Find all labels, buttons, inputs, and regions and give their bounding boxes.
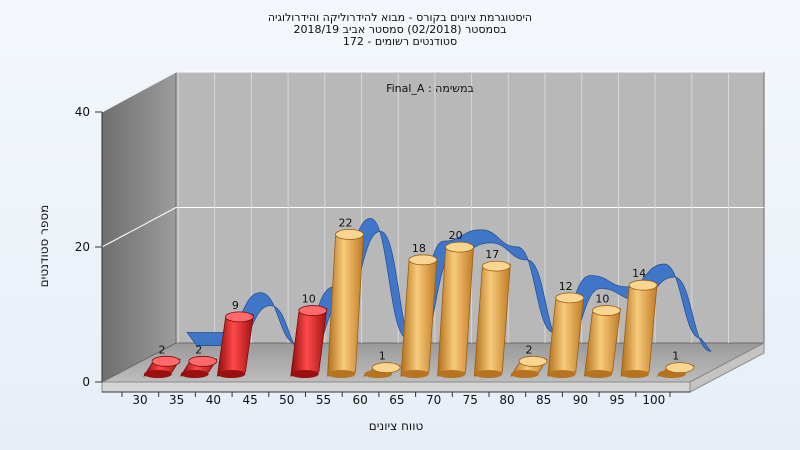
bar-value-label: 10 [302,293,316,306]
bar-30 [143,355,181,378]
x-tick-label: 80 [499,393,514,407]
bar-value-label: 22 [339,216,353,229]
bar-60 [362,362,402,378]
bar-80 [510,355,548,378]
y-axis-label: מספר סטודנטים [37,205,51,288]
bar-75 [473,260,511,378]
x-tick-label: 40 [206,393,221,407]
grid-line-side [101,71,177,113]
bar-value-label: 18 [412,242,426,255]
bar-85 [547,292,585,378]
grid-line-side [101,207,177,248]
x-tick-label: 65 [389,393,404,407]
bar-value-label: 2 [526,343,533,356]
x-tick-label: 75 [463,393,478,407]
chart-title-line-1: היסטוגרמת ציונים בקורס - מבוא להידרוליקה… [267,11,533,24]
bars-layer [143,229,696,378]
bar-value-label: 12 [559,280,573,293]
chart-title-line-3: סטודנטים רשומים - 172 [342,35,458,48]
y-tick-label: 0 [82,375,90,389]
x-tick-label: 70 [426,393,441,407]
chart-annotation: Final_A : במשימה [386,82,474,95]
x-tick-label: 55 [316,393,331,407]
x-tick-label: 90 [573,393,588,407]
y-tick-label: 40 [75,105,90,119]
y-ticks: 0 20 40 [75,105,102,389]
bar-value-label: 2 [159,343,166,356]
x-tick-label: 85 [536,393,551,407]
x-tick-label: 30 [132,393,147,407]
x-tick-label: 50 [279,393,294,407]
bar-value-label: 20 [449,229,463,242]
bar-value-label: 10 [595,293,609,306]
bar-35 [179,355,218,378]
bar-value-label: 17 [485,248,499,261]
x-tick-label: 35 [169,393,184,407]
bar-value-label: 9 [232,299,239,312]
x-axis-label: טווח ציונים [369,419,424,433]
y-tick-label: 20 [75,240,90,254]
bar-55 [327,229,364,378]
x-tick-label: 60 [353,393,368,407]
bar-value-label: 1 [379,350,386,363]
bar-value-label: 2 [195,343,202,356]
x-tick-label: 45 [242,393,257,407]
bar-100 [656,362,696,378]
bar-value-label: 14 [632,267,646,280]
floor-front-edge [101,381,691,393]
x-tick-label: 100 [642,393,665,407]
bar-40 [216,311,254,378]
x-ticks: 30 35 40 45 50 55 60 65 70 75 80 85 90 95 100 [121,392,671,407]
bar-65 [400,254,438,378]
bar-95 [620,279,658,378]
bar-value-label: 1 [672,350,679,363]
bar-50 [290,305,328,378]
chart-title-line-2: בסמסטר (02/2018) סמסטר אביב 2018/19 [293,23,507,36]
bar-90 [583,305,621,378]
floor-right-edge [689,342,765,393]
bar-70 [437,241,475,378]
x-tick-label: 95 [609,393,624,407]
